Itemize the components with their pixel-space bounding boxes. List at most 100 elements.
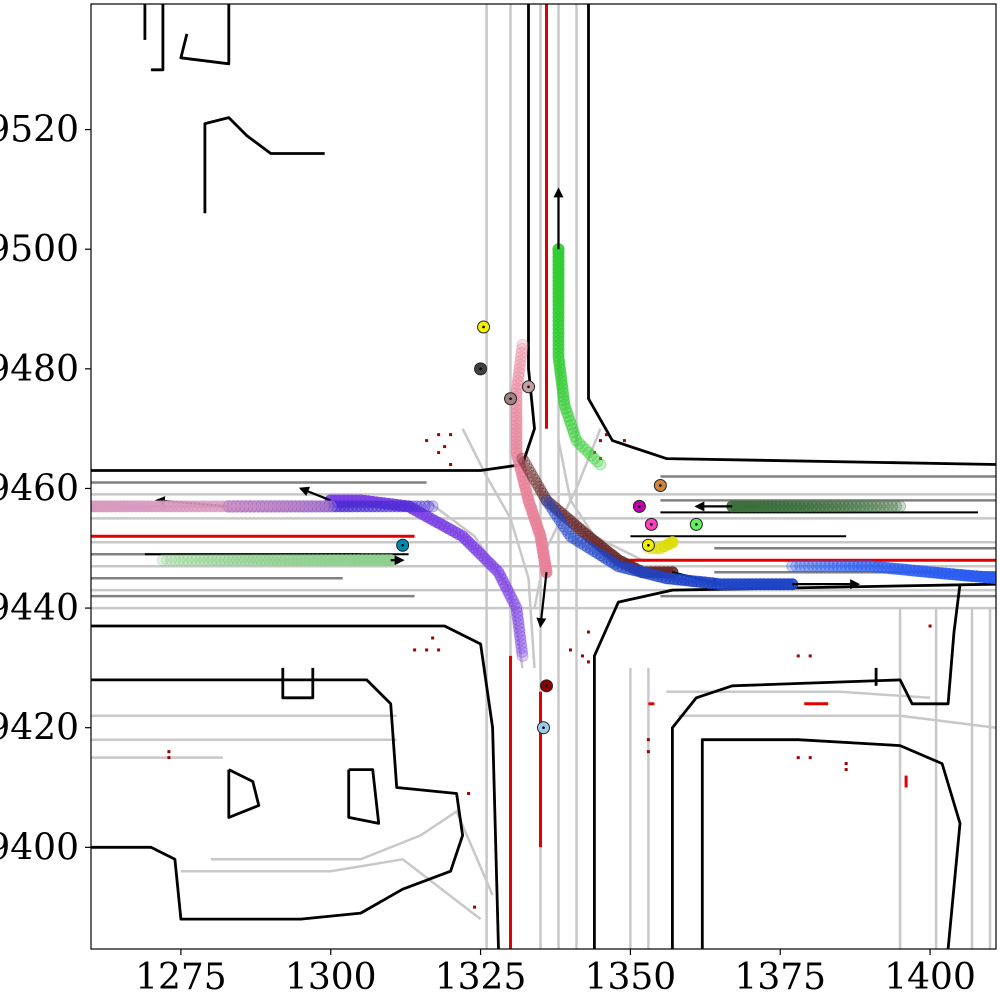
trajectory-point bbox=[578, 538, 591, 551]
lane-centerline bbox=[180, 857, 482, 921]
map-marker-dot bbox=[796, 756, 800, 760]
trajectory-point bbox=[513, 626, 526, 638]
agent-marker bbox=[522, 380, 536, 394]
trajectory-point bbox=[560, 523, 573, 536]
map-marker-dot bbox=[646, 738, 650, 742]
trajectory-point bbox=[91, 500, 97, 513]
x-tick-label: 1325 bbox=[435, 957, 527, 998]
agent-center-dot bbox=[638, 505, 641, 508]
lane-centerline bbox=[210, 809, 494, 896]
trajectory-point bbox=[308, 500, 321, 513]
road-boundary bbox=[700, 738, 962, 949]
trajectory-point bbox=[181, 554, 194, 567]
agent-marker bbox=[653, 478, 667, 492]
agent-trajectory bbox=[91, 500, 337, 513]
agent-marker bbox=[474, 362, 488, 376]
trajectory-point bbox=[588, 545, 601, 558]
trajectory-point bbox=[574, 536, 587, 549]
agent-marker bbox=[537, 721, 550, 735]
trajectory-point bbox=[567, 426, 580, 439]
trajectory-point bbox=[414, 500, 427, 513]
trajectory-point bbox=[562, 527, 575, 539]
trajectory-point bbox=[256, 500, 269, 513]
trajectory-point bbox=[206, 554, 219, 567]
trajectory-point bbox=[244, 500, 257, 513]
agent-center-dot bbox=[479, 367, 482, 371]
road-boundary bbox=[150, 4, 165, 72]
trajectory-point bbox=[515, 638, 527, 650]
map-marker-dot bbox=[592, 451, 596, 455]
agent-center-dot bbox=[542, 726, 545, 730]
agent-center-dot bbox=[695, 523, 698, 526]
map-marker-dot bbox=[604, 433, 608, 437]
plot-area bbox=[91, 4, 996, 949]
trajectory-point bbox=[839, 560, 852, 573]
trajectory-point bbox=[189, 554, 202, 567]
agent-marker bbox=[632, 499, 646, 513]
map-marker-dot bbox=[443, 445, 447, 449]
y-tick-label: 9460 bbox=[0, 468, 79, 509]
trajectory-point bbox=[555, 517, 568, 530]
trajectory-point bbox=[300, 500, 313, 513]
road-boundary bbox=[91, 678, 465, 921]
y-tick-label: 9500 bbox=[0, 229, 79, 270]
trajectory-point bbox=[516, 342, 528, 355]
trajectory-point bbox=[569, 430, 582, 443]
trajectory-point bbox=[520, 459, 533, 472]
trajectory-point bbox=[515, 346, 528, 359]
trajectory-point bbox=[874, 500, 887, 513]
trajectory-point bbox=[602, 553, 615, 566]
lane-centerline bbox=[678, 714, 996, 729]
trajectory-point bbox=[579, 443, 592, 456]
map-marker-dot bbox=[598, 439, 602, 443]
trajectory-point bbox=[394, 500, 407, 513]
trajectory-point bbox=[524, 466, 537, 479]
trajectory-point bbox=[194, 554, 206, 567]
map-marker-dot bbox=[598, 457, 602, 461]
agent-center-dot bbox=[527, 385, 530, 389]
x-tick-label: 1350 bbox=[585, 957, 677, 998]
trajectory-point bbox=[284, 500, 297, 513]
road-boundary bbox=[281, 667, 315, 700]
map-marker-dot bbox=[473, 905, 477, 909]
trajectory-point bbox=[515, 350, 527, 363]
trajectory-point bbox=[814, 560, 827, 573]
road-boundary bbox=[179, 4, 231, 66]
heading-arrow bbox=[298, 486, 332, 502]
trajectory-point bbox=[514, 634, 527, 646]
trajectory-point bbox=[810, 560, 823, 573]
trajectory-point bbox=[526, 470, 539, 482]
agent-trajectory bbox=[154, 496, 439, 513]
agent-center-dot bbox=[545, 684, 548, 688]
trajectory-point bbox=[511, 606, 523, 619]
lane-centerline bbox=[666, 690, 931, 700]
map-marker-dot bbox=[425, 439, 429, 443]
x-tick-label: 1400 bbox=[884, 957, 976, 998]
trajectory-point bbox=[786, 560, 799, 573]
trajectory-point bbox=[512, 374, 524, 387]
trajectory-point bbox=[595, 549, 608, 562]
trajectory-point bbox=[567, 532, 580, 545]
x-tick-label: 1375 bbox=[734, 957, 826, 998]
trajectory-point bbox=[532, 480, 545, 493]
trajectory-point bbox=[198, 554, 211, 567]
trajectory-point bbox=[835, 560, 848, 573]
trajectory-point bbox=[516, 645, 528, 658]
trajectory-point bbox=[528, 473, 541, 486]
agent-marker bbox=[539, 679, 553, 693]
trajectory-point bbox=[516, 649, 529, 662]
map-marker-dot bbox=[431, 636, 435, 640]
trajectory-point bbox=[324, 500, 337, 513]
trajectory-point bbox=[598, 551, 611, 564]
map-marker-dot bbox=[928, 624, 932, 628]
trajectory-point bbox=[280, 500, 293, 513]
trajectory-point bbox=[843, 560, 856, 573]
agent-marker bbox=[396, 538, 410, 552]
trajectory-point bbox=[320, 500, 333, 513]
trajectory-point bbox=[666, 536, 679, 549]
road-boundary bbox=[227, 768, 261, 819]
trajectory-point bbox=[585, 449, 598, 462]
trajectory-point bbox=[512, 614, 524, 626]
trajectory-point bbox=[292, 500, 305, 513]
trajectory-point bbox=[410, 500, 423, 513]
